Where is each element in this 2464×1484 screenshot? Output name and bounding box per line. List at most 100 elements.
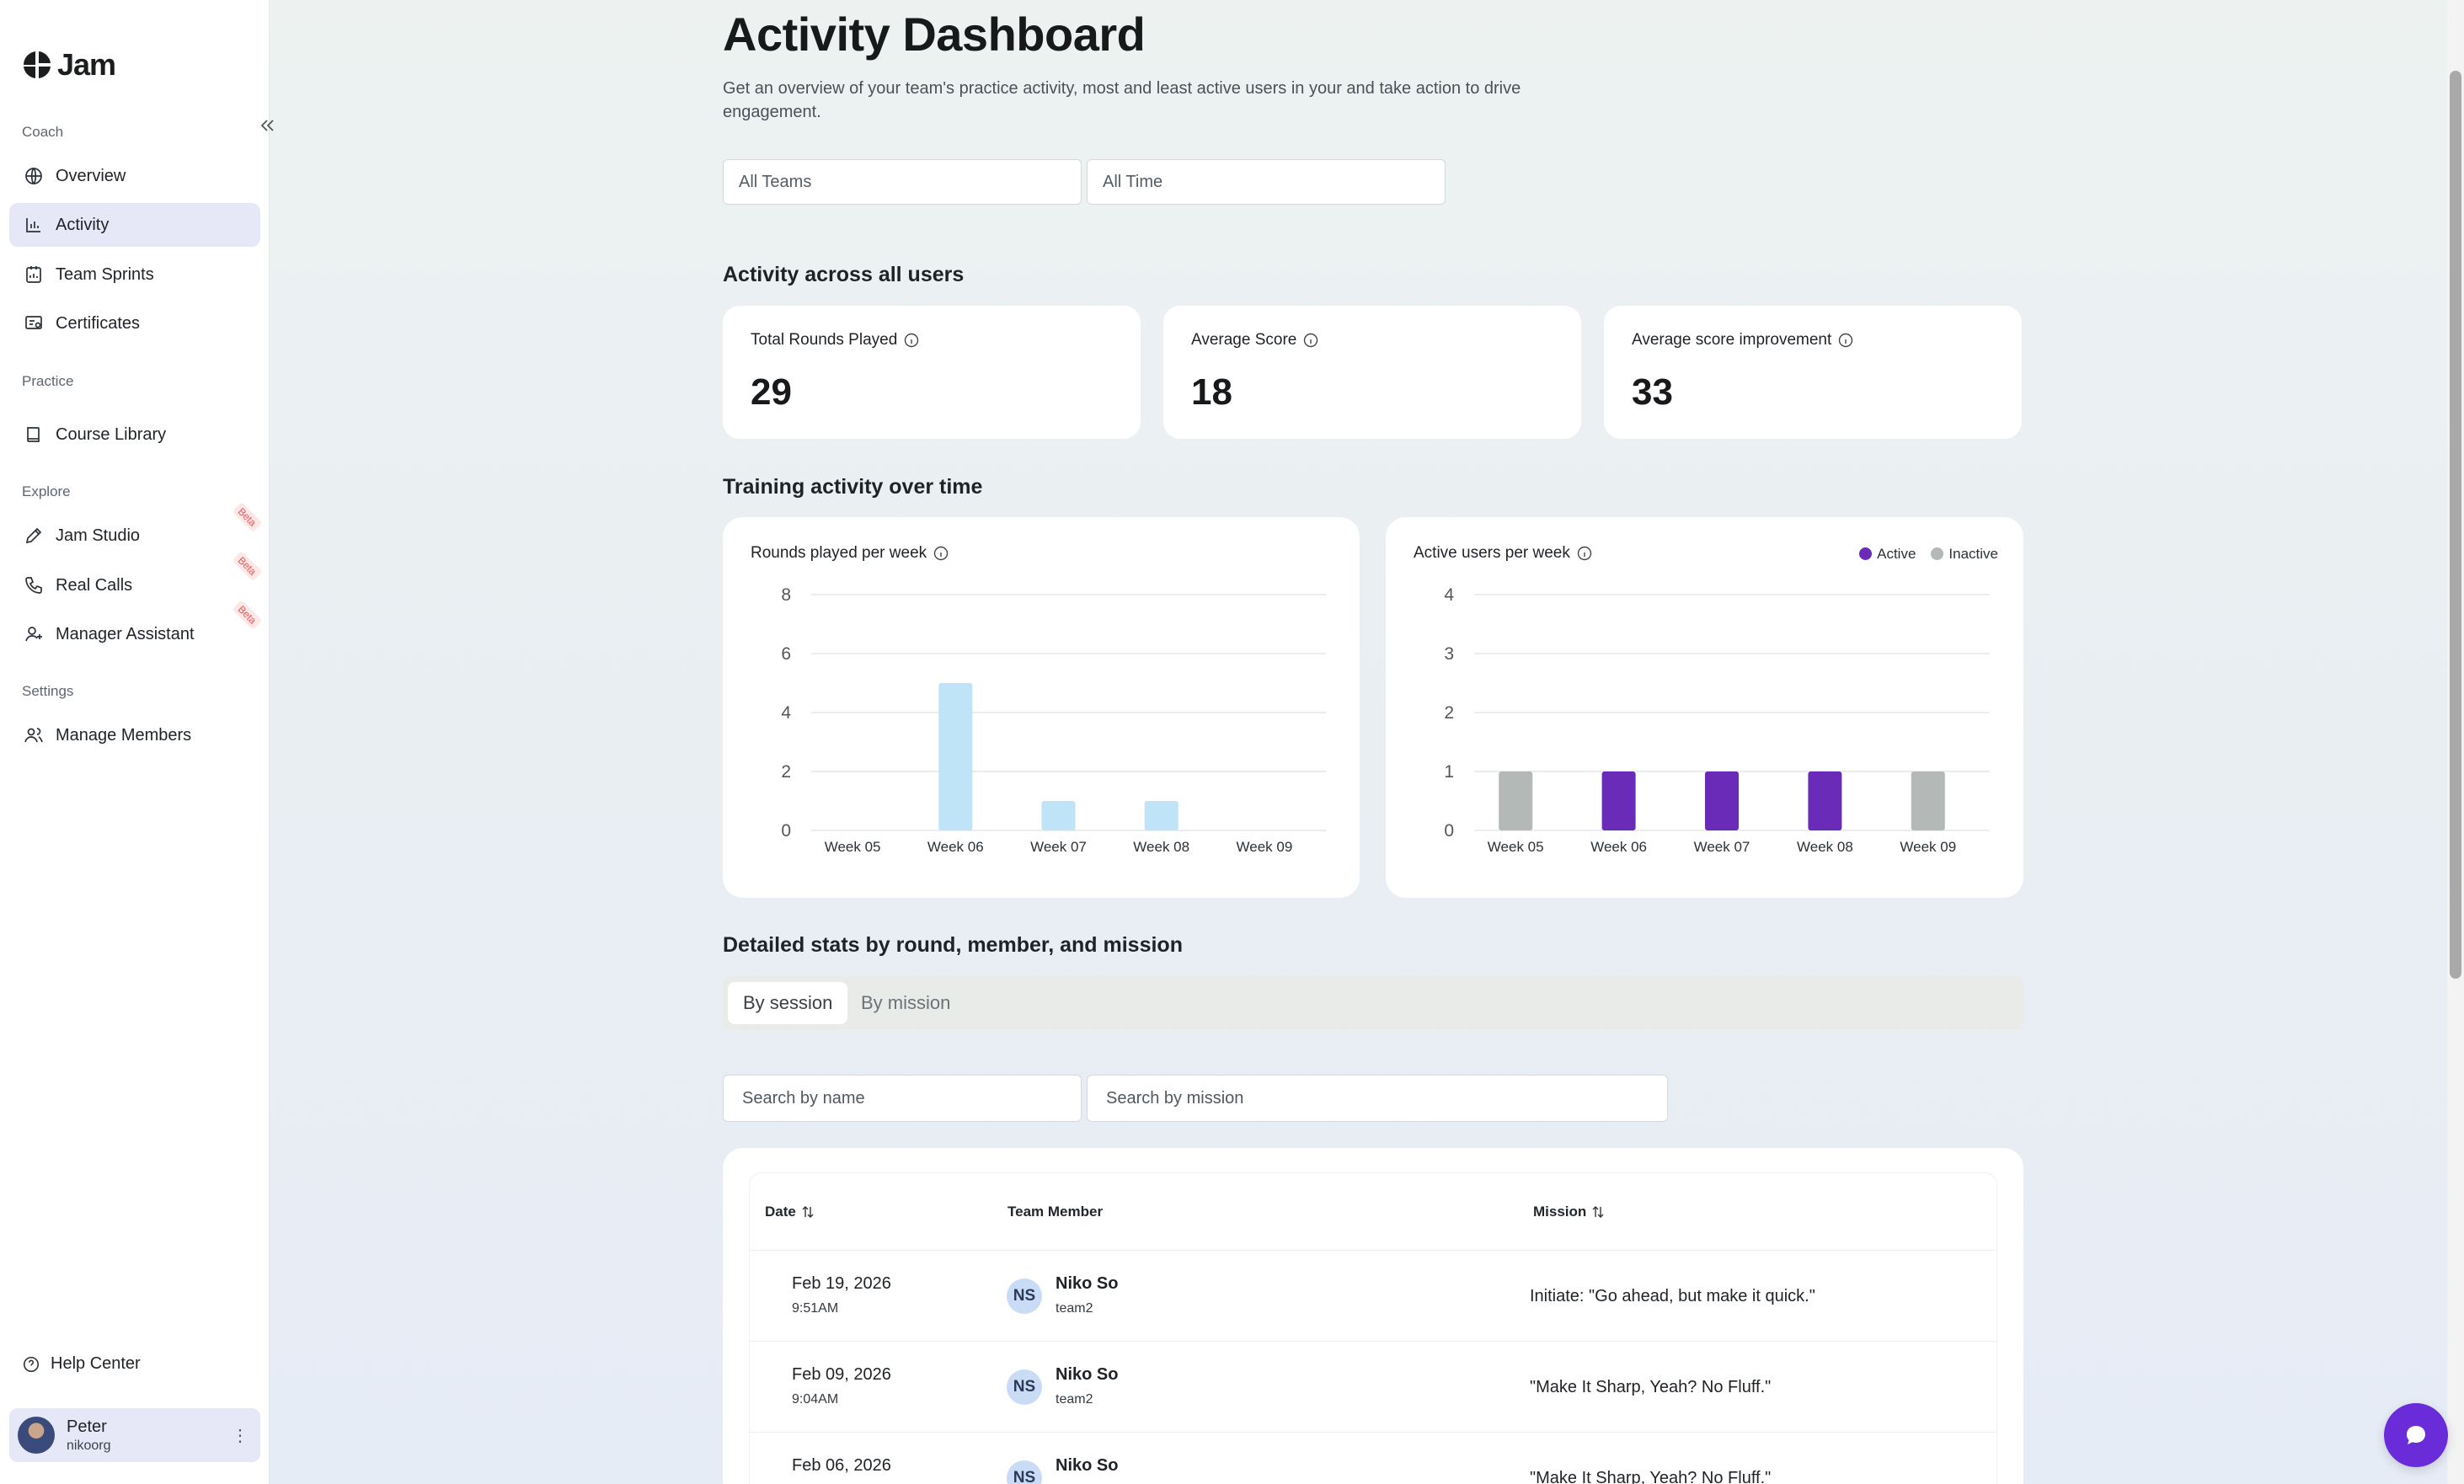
- bar: [1144, 801, 1179, 830]
- stat-value: 33: [1632, 371, 1673, 413]
- bar: [1911, 771, 1945, 830]
- x-tick-label: Week 08: [1133, 839, 1189, 855]
- chart-title: Rounds played per week: [751, 544, 927, 562]
- collapse-sidebar-icon[interactable]: [256, 115, 278, 136]
- details-heading: Detailed stats by round, member, and mis…: [723, 933, 1183, 957]
- row-date: Feb 19, 2026: [792, 1274, 891, 1293]
- info-icon[interactable]: [933, 546, 949, 561]
- avatar: [18, 1417, 55, 1454]
- row-mission: "Make It Sharp, Yeah? No Fluff.": [1530, 1469, 1772, 1484]
- bar: [938, 683, 973, 830]
- member-team: team2: [1056, 1301, 1093, 1316]
- jam-logo-icon: [24, 51, 51, 78]
- help-center-link[interactable]: Help Center: [22, 1354, 141, 1374]
- user-plus-icon: [25, 627, 42, 642]
- sidebar-item-certificates[interactable]: Certificates: [9, 302, 260, 345]
- bar: [1499, 771, 1533, 830]
- chat-launcher-button[interactable]: [2384, 1403, 2448, 1467]
- rounds-chart: 0 2 4 6 8 Week 05 Week 06 Week 07 Week 08 Week 09: [781, 585, 1326, 855]
- help-icon: [23, 1356, 40, 1372]
- row-mission: "Make It Sharp, Yeah? No Fluff.": [1530, 1378, 1772, 1396]
- details-tabs: By session By mission: [723, 976, 2023, 1030]
- y-tick-label: 0: [781, 821, 791, 841]
- phone-icon: [25, 577, 42, 594]
- bar: [1601, 771, 1636, 830]
- section-label-coach: Coach: [22, 124, 64, 140]
- sidebar-item-activity[interactable]: Activity: [9, 203, 260, 247]
- sidebar-item-manage-members[interactable]: Manage Members: [9, 713, 260, 757]
- bar-chart-icon: [26, 218, 40, 232]
- info-icon[interactable]: [1577, 546, 1592, 561]
- stat-card-average-score: Average Score 18: [1163, 306, 1581, 439]
- member-name: Niko So: [1056, 1274, 1119, 1293]
- sidebar-item-manager-assistant[interactable]: Manager Assistant: [9, 612, 260, 656]
- info-icon[interactable]: [904, 333, 919, 348]
- column-header-mission[interactable]: Mission: [1533, 1204, 1605, 1220]
- search-name-input[interactable]: [723, 1075, 1082, 1122]
- info-icon[interactable]: [1838, 333, 1853, 348]
- sidebar-item-label: Manager Assistant: [56, 624, 195, 643]
- y-tick-label: 8: [781, 585, 791, 605]
- scrollbar[interactable]: [2447, 0, 2464, 1484]
- jam-logo[interactable]: Jam: [22, 47, 116, 83]
- legend-item-active[interactable]: Active: [1859, 546, 1916, 563]
- more-options-icon[interactable]: ⋮: [232, 1427, 249, 1445]
- section-label-settings: Settings: [22, 683, 74, 699]
- y-tick-label: 3: [1444, 644, 1454, 664]
- user-profile[interactable]: Peter nikoorg ⋮: [9, 1408, 260, 1462]
- table-row[interactable]: Feb 19, 2026 9:51AM NS Niko So team2 Ini…: [750, 1250, 1996, 1341]
- time-filter[interactable]: All Time: [1087, 159, 1446, 205]
- info-icon[interactable]: [1303, 333, 1318, 348]
- x-tick-label: Week 06: [927, 839, 984, 855]
- sidebar-item-label: Real Calls: [56, 575, 133, 595]
- pencil-icon: [25, 527, 42, 544]
- member-team: team2: [1056, 1392, 1093, 1407]
- y-tick-label: 0: [1444, 821, 1454, 841]
- table-row[interactable]: Feb 09, 2026 9:04AM NS Niko So team2 "Ma…: [750, 1341, 1996, 1432]
- page-description: Get an overview of your team's practice …: [723, 79, 1521, 121]
- stat-label: Total Rounds Played: [751, 331, 898, 349]
- stat-value: 18: [1191, 371, 1232, 413]
- sidebar-item-label: Course Library: [56, 424, 167, 444]
- active-users-chart: 0 1 2 3 4 Week 05 Week 06 Week 07 Week 08 Week 09: [1444, 585, 1990, 855]
- column-header-date[interactable]: Date: [765, 1204, 815, 1220]
- bar: [1041, 801, 1076, 830]
- sidebar-item-real-calls[interactable]: Real Calls: [9, 563, 260, 607]
- member-name: Niko So: [1056, 1365, 1119, 1384]
- sidebar-item-team-sprints[interactable]: Team Sprints: [9, 253, 260, 296]
- sidebar-item-jam-studio[interactable]: Jam Studio: [9, 514, 260, 558]
- chart-legend: Active Inactive: [1859, 546, 1998, 563]
- activity-heading: Activity across all users: [723, 263, 965, 286]
- users-icon: [24, 728, 43, 743]
- sort-icon[interactable]: [1591, 1205, 1605, 1219]
- sidebar-item-overview[interactable]: Overview: [9, 154, 260, 198]
- y-tick-label: 6: [781, 644, 791, 664]
- user-org: nikoorg: [67, 1438, 111, 1453]
- sort-icon[interactable]: [801, 1205, 815, 1219]
- tab-by-mission[interactable]: By mission: [861, 992, 951, 1013]
- sidebar-item-label: Manage Members: [56, 725, 192, 745]
- x-tick-label: Week 05: [1488, 839, 1544, 855]
- y-tick-label: 4: [781, 703, 791, 723]
- y-tick-label: 4: [1444, 585, 1454, 605]
- training-heading: Training activity over time: [723, 475, 983, 499]
- certificate-icon: [25, 316, 42, 329]
- tab-by-session[interactable]: By session: [728, 982, 848, 1024]
- column-header-team-member: Team Member: [1008, 1204, 1104, 1220]
- table-row[interactable]: Feb 06, 2026 NS Niko So "Make It Sharp, …: [750, 1432, 1996, 1484]
- stat-card-total-rounds: Total Rounds Played 29: [723, 306, 1141, 439]
- stat-label: Average score improvement: [1632, 331, 1832, 349]
- y-tick-label: 2: [1444, 703, 1454, 723]
- rounds-chart-card: Rounds played per week 0 2 4 6 8 Week 05 Week …: [723, 517, 1360, 898]
- team-filter[interactable]: All Teams: [723, 159, 1082, 205]
- sessions-table: Date Team Member Mission Feb 19, 2026 9:…: [750, 1173, 1996, 1484]
- main-content: Activity Dashboard Get an overview of yo…: [270, 0, 2447, 1484]
- search-mission-input[interactable]: [1087, 1075, 1668, 1122]
- member-avatar: NS: [1007, 1369, 1042, 1405]
- bar: [1705, 771, 1739, 830]
- scrollbar-thumb[interactable]: [2450, 71, 2461, 979]
- sidebar-item-course-library[interactable]: Course Library: [9, 413, 260, 456]
- active-users-chart-card: Active users per week Active Inactive 0 1…: [1386, 517, 2023, 898]
- stat-label: Average Score: [1191, 331, 1297, 349]
- legend-item-inactive[interactable]: Inactive: [1931, 546, 1998, 563]
